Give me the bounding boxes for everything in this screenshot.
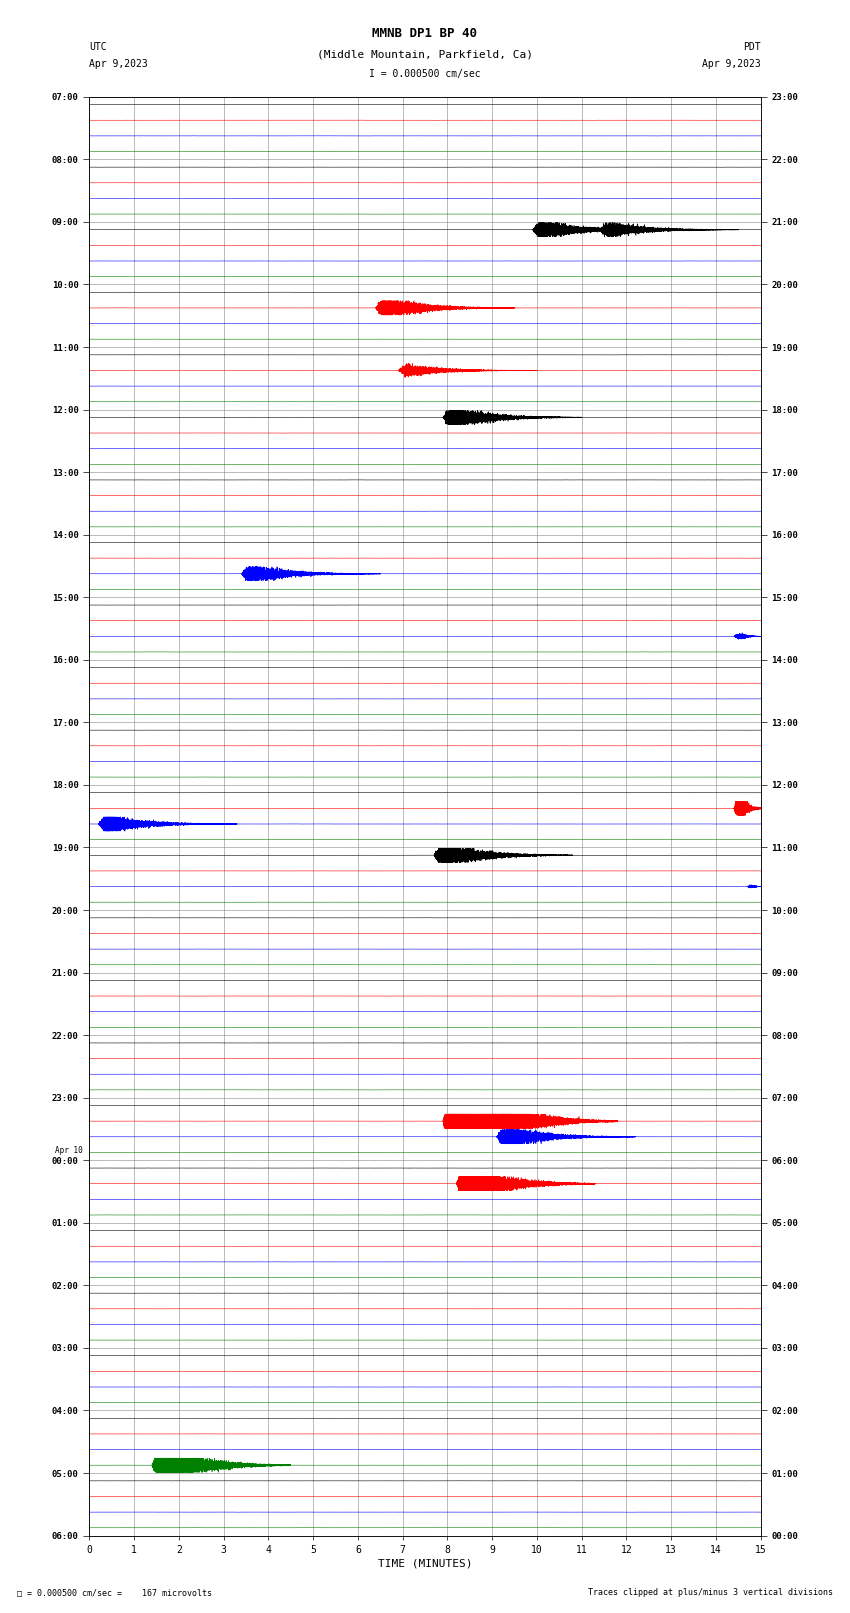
Text: (Middle Mountain, Parkfield, Ca): (Middle Mountain, Parkfield, Ca): [317, 50, 533, 60]
Text: UTC: UTC: [89, 42, 107, 52]
Text: □ = 0.000500 cm/sec =    167 microvolts: □ = 0.000500 cm/sec = 167 microvolts: [17, 1587, 212, 1597]
Text: Traces clipped at plus/minus 3 vertical divisions: Traces clipped at plus/minus 3 vertical …: [588, 1587, 833, 1597]
Text: MMNB DP1 BP 40: MMNB DP1 BP 40: [372, 27, 478, 40]
Text: Apr 9,2023: Apr 9,2023: [702, 60, 761, 69]
Text: I = 0.000500 cm/sec: I = 0.000500 cm/sec: [369, 69, 481, 79]
X-axis label: TIME (MINUTES): TIME (MINUTES): [377, 1558, 473, 1569]
Text: Apr 9,2023: Apr 9,2023: [89, 60, 148, 69]
Text: PDT: PDT: [743, 42, 761, 52]
Text: Apr 10: Apr 10: [54, 1147, 82, 1155]
